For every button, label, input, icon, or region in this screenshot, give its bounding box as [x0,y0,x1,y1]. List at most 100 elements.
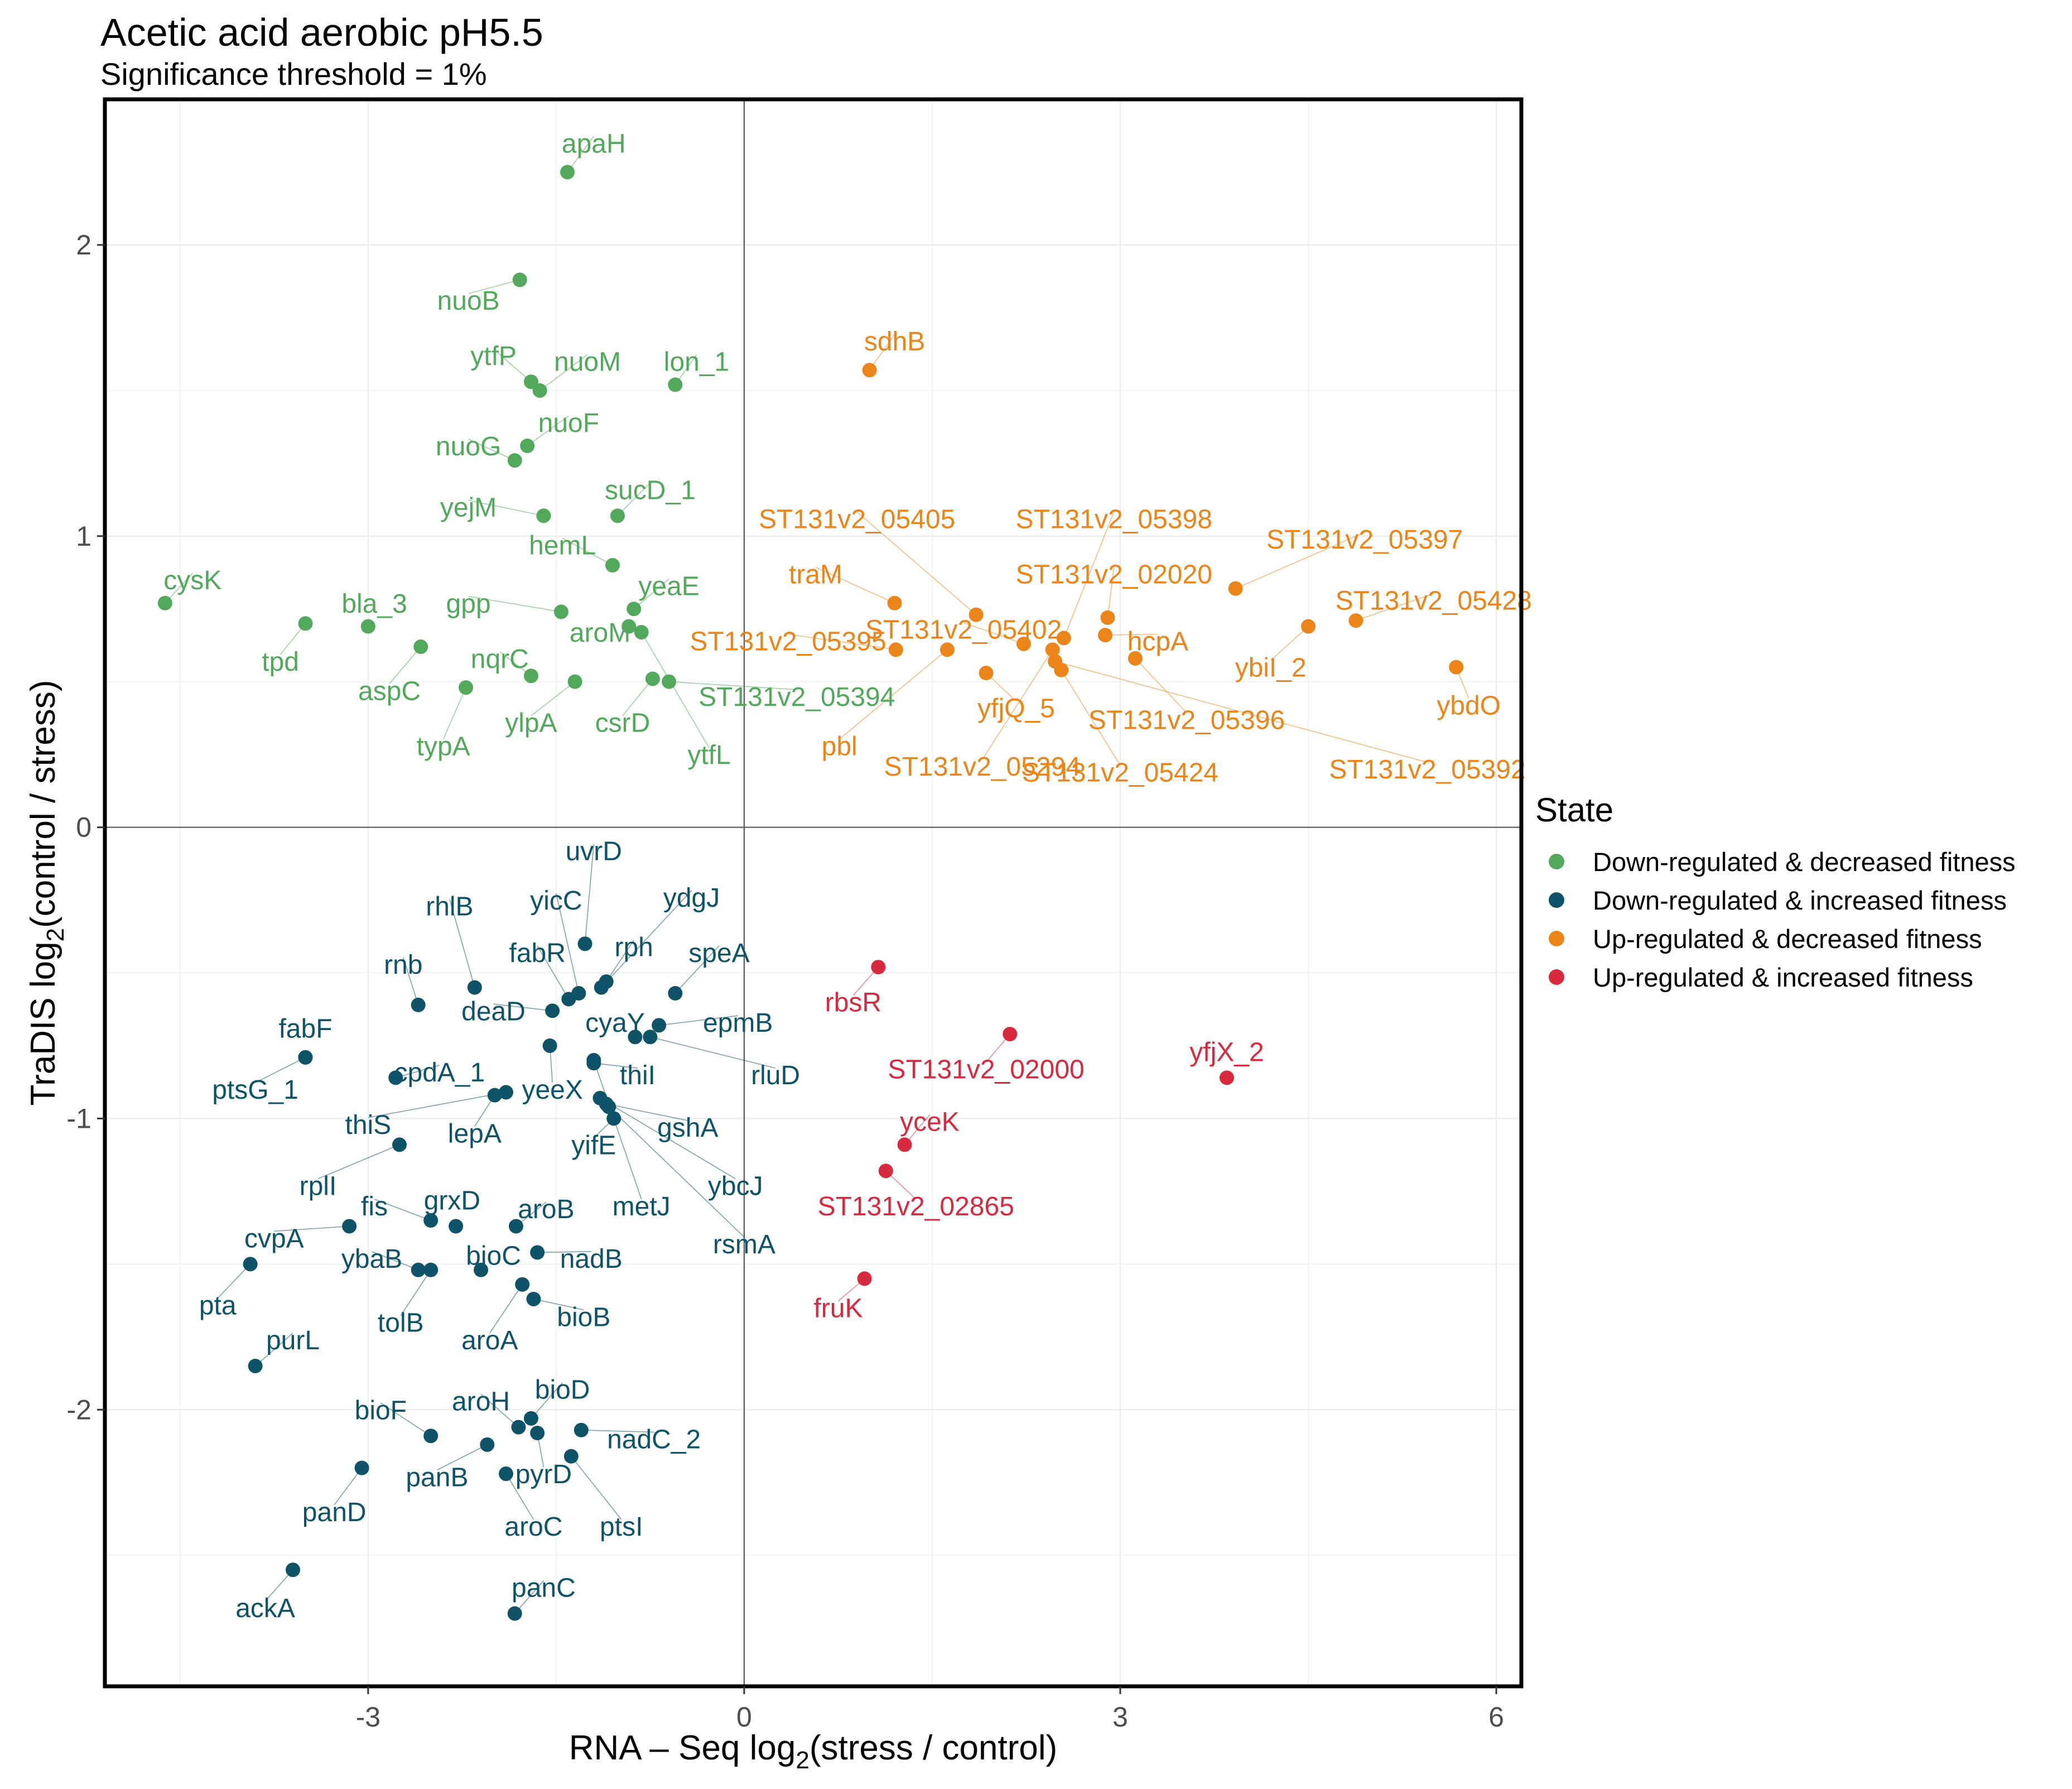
data-point [1045,642,1060,657]
leader-line [1105,633,1158,636]
data-point [979,666,994,681]
y-axis-label: TraDIS log2(control / stress) [24,680,69,1106]
data-point [423,1429,439,1444]
point-label: pta [199,1291,237,1320]
leader-line [1063,512,1115,638]
data-point [1449,660,1464,675]
point-label: yejM [440,493,497,523]
leader-line [334,1468,363,1506]
point-label: ST131v2_05396 [1088,706,1285,735]
data-point [1098,628,1113,643]
data-point [1056,631,1071,646]
point-label: ST131v2_05428 [1336,586,1532,616]
point-label: csrD [595,709,650,738]
point-label: ybiI_2 [1235,653,1307,683]
point-label: yceK [900,1108,960,1137]
leader-line [556,893,580,994]
data-point [248,1358,263,1373]
chart-subtitle: Significance threshold = 1% [100,56,487,92]
data-point [586,1053,601,1068]
data-point [1228,581,1243,596]
leader-line [537,1251,591,1253]
data-point [567,674,582,689]
data-point [388,1070,403,1085]
leader-line [317,1144,400,1180]
point-label: hcpA [1127,627,1188,657]
legend-swatch [1549,892,1564,908]
point-label: rph [615,933,653,963]
legend-label: Down-regulated & increased fitness [1593,886,2007,915]
x-axis-label: RNA – Seq log2(stress / control) [569,1729,1058,1774]
leader-line [601,890,692,988]
leader-line [567,136,594,172]
legend-label: Down-regulated & decreased fitness [1593,847,2016,877]
data-point [871,960,886,975]
point-label: ybdO [1437,691,1501,720]
point-label: nuoG [436,432,501,461]
chart-title: Acetic acid aerobic pH5.5 [100,11,543,54]
point-label: nuoB [437,286,500,316]
point-label: sucD_1 [605,475,696,505]
point-label: lepA [448,1119,502,1149]
data-point [157,595,172,610]
leader-line [1107,567,1115,618]
legend-swatch [1549,854,1564,869]
point-label: metJ [613,1192,671,1221]
x-tick-label: 0 [736,1701,752,1733]
leader-line [493,348,532,382]
leader-line [468,499,544,517]
leader-line [815,566,895,604]
x-tick-label: 6 [1488,1701,1504,1733]
point-label: cvpA [244,1224,304,1253]
data-point [563,1449,579,1464]
data-point [411,997,426,1012]
point-label: yeeX [522,1075,582,1105]
point-label: fis [361,1192,388,1221]
point-label: nuoM [554,348,621,377]
point-label: ytfL [687,740,730,770]
data-point [1219,1070,1234,1085]
leader-line [963,622,1024,645]
data-point [423,1213,439,1228]
point-label: yeaE [638,571,699,601]
point-label: pbl [822,732,857,761]
point-label: panC [512,1574,576,1603]
leader-line [608,1106,745,1238]
point-label: thiI [620,1061,656,1090]
leader-line [593,1060,642,1200]
data-point [423,1262,439,1277]
leader-line [403,957,419,1006]
data-point [627,602,642,617]
point-label: rnb [384,950,422,980]
leader-line [396,1065,440,1079]
legend-label: Up-regulated & increased fitness [1593,963,1973,992]
point-label: sdhB [864,327,925,357]
point-label: yifE [571,1131,616,1160]
y-tick-label: -1 [67,1103,91,1134]
data-point [530,1245,545,1260]
leader-line [480,1393,519,1428]
leader-line [1054,661,1428,763]
data-point [577,936,592,951]
data-point [520,438,535,453]
point-label: uvrD [566,836,622,866]
data-point [474,1262,489,1277]
data-point [499,1466,514,1482]
point-label: pyrD [515,1460,572,1489]
data-point [1127,651,1143,666]
leader-line [594,1062,638,1069]
zero-lines [105,99,1521,1686]
leader-line [468,439,515,461]
leader-line [633,578,669,609]
data-point [298,616,313,631]
leader-line [468,279,520,294]
point-label: ST131v2_05398 [1016,504,1212,534]
point-label: apaH [562,129,626,158]
data-point [459,680,474,695]
leader-line [368,1091,507,1118]
point-label: typA [417,732,470,761]
data-point [499,1085,514,1100]
point-label: cyaY [585,1008,645,1038]
legend-swatch [1549,931,1564,946]
point-label: fabR [509,939,565,968]
